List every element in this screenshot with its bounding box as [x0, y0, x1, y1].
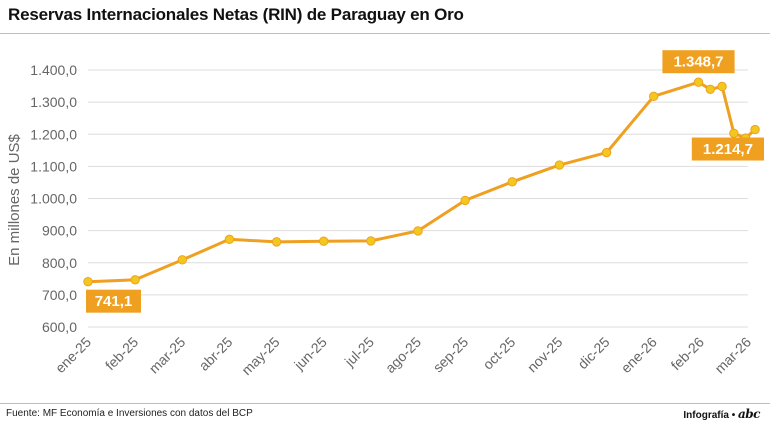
y-tick-label: 700,0 — [42, 287, 77, 303]
y-tick-label: 1.000,0 — [30, 191, 77, 207]
callout-label: 741,1 — [95, 293, 133, 310]
x-tick-label: mar-25 — [146, 334, 189, 377]
data-point — [693, 77, 704, 87]
callout-box — [691, 137, 764, 161]
x-tick-label: ene-26 — [618, 334, 660, 376]
line-chart: 600,0 700,0 800,0 900,0 1.000,0 1.100,0 1.200,… — [6, 50, 764, 378]
data-point — [460, 195, 470, 206]
credit: Infografía • abc — [683, 407, 760, 421]
x-tick-label: feb-25 — [102, 334, 142, 374]
x-tick-label: ago-25 — [382, 334, 424, 376]
x-tick-label: sep-25 — [430, 334, 472, 376]
data-point — [717, 81, 727, 92]
y-tick-label: 1.400,0 — [30, 62, 77, 78]
callout-box — [662, 50, 735, 74]
y-tick-label: 1.200,0 — [30, 126, 77, 142]
y-tick-label: 900,0 — [42, 223, 77, 239]
data-point — [729, 128, 739, 138]
x-tick-label: dic-25 — [574, 334, 612, 372]
data-point — [413, 226, 423, 236]
chart-title: Reservas Internacionales Netas (RIN) de … — [8, 5, 464, 24]
data-point — [130, 275, 140, 285]
series-layer — [83, 77, 760, 287]
credit-label: Infografía • — [683, 410, 736, 421]
callout-label: 1.348,7 — [673, 54, 723, 71]
x-tick-label: oct-25 — [480, 334, 519, 373]
data-point — [366, 236, 376, 246]
series-line — [86, 80, 757, 284]
x-tick-label: ene-25 — [52, 334, 94, 376]
x-axis-ticks: ene-25 feb-25 mar-25 abr-25 may-25 jun-25 jul-… — [52, 334, 754, 378]
x-tick-label: jul-25 — [341, 334, 377, 370]
data-point — [507, 177, 517, 187]
data-point — [554, 160, 565, 170]
data-point — [271, 237, 282, 247]
y-tick-label: 600,0 — [42, 319, 77, 335]
data-point — [83, 276, 93, 287]
data-point — [177, 255, 187, 265]
x-tick-label: jun-25 — [290, 334, 330, 374]
y-axis-ticks: 600,0 700,0 800,0 900,0 1.000,0 1.100,0 1.200,… — [30, 62, 77, 335]
brand-logo: abc — [738, 407, 760, 421]
footer-divider — [0, 403, 770, 404]
annotations: 741,1 1.348,7 1.214,7 — [86, 50, 764, 313]
gridlines — [88, 69, 748, 328]
x-tick-label: feb-26 — [668, 334, 708, 374]
data-point — [705, 84, 715, 94]
y-tick-label: 800,0 — [42, 255, 77, 271]
y-tick-label: 1.100,0 — [30, 158, 77, 174]
data-point — [224, 234, 235, 244]
source-note: Fuente: MF Economía e Inversiones con da… — [6, 408, 253, 419]
y-axis-label: En millones de US$ — [6, 133, 23, 265]
x-tick-label: nov-25 — [524, 334, 566, 376]
y-tick-label: 1.300,0 — [30, 94, 77, 110]
x-tick-label: mar-26 — [711, 334, 754, 377]
title-divider — [0, 33, 770, 34]
data-point — [601, 147, 612, 158]
data-point — [750, 124, 760, 135]
data-point — [319, 236, 329, 246]
data-point — [649, 91, 659, 102]
x-tick-label: abr-25 — [196, 334, 236, 374]
callout-box — [86, 289, 141, 313]
callout-label: 1.214,7 — [703, 141, 753, 158]
x-tick-label: may-25 — [238, 334, 282, 378]
